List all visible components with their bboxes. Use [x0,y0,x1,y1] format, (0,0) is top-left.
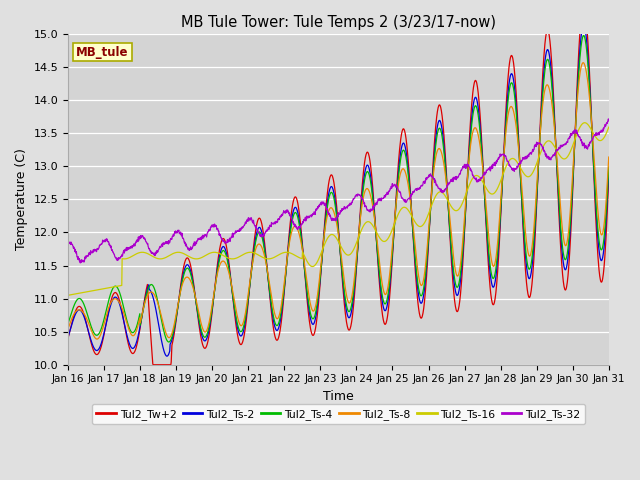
Tul2_Ts-32 [372,200,380,206]
Tul2_Ts-32 [315,204,323,210]
Tul2_Ts-16 [128,253,136,259]
Tul2_Ts-2 [580,22,588,28]
Tul2_Ts-16 [106,285,114,290]
Tul2_Ts-32 [305,214,313,220]
Tul2_Tw+2 [294,201,301,206]
Tul2_Ts-16 [605,124,612,130]
Tul2_Ts-4 [372,232,380,238]
Text: MB_tule: MB_tule [76,46,129,59]
Line: Tul2_Ts-32: Tul2_Ts-32 [68,119,609,263]
Tul2_Ts-16 [64,292,72,298]
Tul2_Ts-4 [580,33,588,38]
Tul2_Ts-16 [372,228,380,234]
Tul2_Ts-16 [314,257,322,263]
Tul2_Ts-2 [305,307,313,312]
Tul2_Ts-32 [605,116,612,122]
Line: Tul2_Tw+2: Tul2_Tw+2 [68,4,609,365]
Tul2_Ts-2 [315,291,323,297]
Tul2_Tw+2 [315,298,323,303]
Tul2_Tw+2 [372,232,380,238]
Line: Tul2_Ts-2: Tul2_Ts-2 [68,25,609,356]
Tul2_Ts-32 [106,243,114,249]
Tul2_Ts-16 [305,261,312,267]
Tul2_Tw+2 [580,1,588,7]
Tul2_Ts-8 [605,154,612,160]
Tul2_Ts-32 [294,227,301,232]
Tul2_Ts-8 [579,60,587,66]
Tul2_Ts-4 [64,321,72,326]
Tul2_Ts-32 [129,245,136,251]
Tul2_Ts-32 [76,260,84,266]
Line: Tul2_Ts-16: Tul2_Ts-16 [68,123,609,295]
Tul2_Ts-4 [294,215,301,220]
Y-axis label: Temperature (C): Temperature (C) [15,148,28,250]
Tul2_Tw+2 [605,174,612,180]
Tul2_Tw+2 [128,350,136,356]
Tul2_Ts-32 [605,118,612,124]
Tul2_Ts-8 [129,333,136,338]
Tul2_Ts-8 [305,293,313,299]
Line: Tul2_Ts-4: Tul2_Ts-4 [68,36,609,342]
Tul2_Ts-16 [294,254,301,260]
Tul2_Ts-8 [294,227,301,233]
Legend: Tul2_Tw+2, Tul2_Ts-2, Tul2_Ts-4, Tul2_Ts-8, Tul2_Ts-16, Tul2_Ts-32: Tul2_Tw+2, Tul2_Ts-2, Tul2_Ts-4, Tul2_Ts… [92,404,585,424]
Tul2_Ts-8 [93,336,100,342]
Tul2_Ts-16 [580,120,588,126]
Title: MB Tule Tower: Tule Temps 2 (3/23/17-now): MB Tule Tower: Tule Temps 2 (3/23/17-now… [181,15,496,30]
Tul2_Ts-8 [64,326,72,332]
Tul2_Ts-2 [128,345,136,351]
Tul2_Ts-4 [315,288,323,294]
Tul2_Ts-8 [315,282,323,288]
Tul2_Ts-8 [372,228,380,234]
Tul2_Ts-8 [106,301,114,307]
X-axis label: Time: Time [323,390,354,403]
Tul2_Ts-2 [605,168,612,173]
Tul2_Ts-32 [64,239,72,244]
Tul2_Ts-2 [106,305,114,311]
Tul2_Ts-4 [605,164,612,170]
Tul2_Tw+2 [149,362,157,368]
Tul2_Ts-4 [128,329,136,335]
Line: Tul2_Ts-8: Tul2_Ts-8 [68,63,609,339]
Tul2_Tw+2 [305,315,313,321]
Tul2_Ts-2 [163,353,171,359]
Tul2_Ts-2 [372,232,380,238]
Tul2_Tw+2 [106,302,114,308]
Tul2_Ts-4 [165,339,173,345]
Tul2_Ts-2 [64,335,72,340]
Tul2_Ts-4 [106,293,114,299]
Tul2_Ts-4 [305,303,313,309]
Tul2_Tw+2 [64,336,72,341]
Tul2_Ts-2 [294,210,301,216]
